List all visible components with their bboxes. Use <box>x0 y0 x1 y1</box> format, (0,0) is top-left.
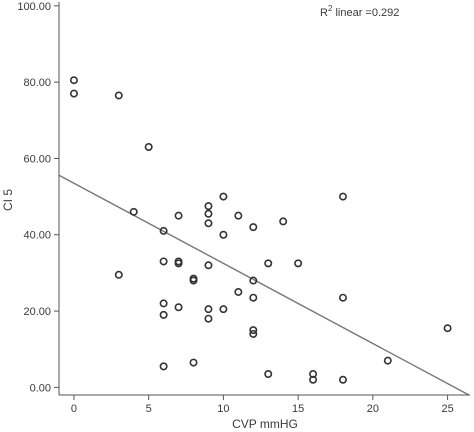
y-axis-ticks: 0.00 20.00 40.00 60.00 80.00 100.00 <box>17 1 59 394</box>
data-point <box>204 202 213 211</box>
data-point <box>234 287 243 296</box>
data-point <box>204 314 213 323</box>
data-point <box>174 303 183 312</box>
data-point <box>69 89 78 98</box>
x-tick-label: 5 <box>146 403 152 415</box>
data-point <box>383 356 392 365</box>
data-point <box>159 310 168 319</box>
x-tick-label: 15 <box>292 403 304 415</box>
data-point <box>219 305 228 314</box>
data-point <box>159 362 168 371</box>
x-axis-ticks: 0 5 10 15 20 25 <box>71 395 454 415</box>
data-point <box>144 142 153 151</box>
data-point <box>159 226 168 235</box>
data-point <box>338 375 347 384</box>
y-axis-title: CI 5 <box>1 189 15 211</box>
data-point <box>69 76 78 85</box>
data-point <box>174 211 183 220</box>
data-point <box>129 207 138 216</box>
data-point <box>204 209 213 218</box>
data-point <box>189 358 198 367</box>
data-point <box>204 305 213 314</box>
regression-line <box>58 174 470 396</box>
x-axis-title: CVP mmHG <box>232 417 298 431</box>
y-tick-label: 60.00 <box>23 153 51 165</box>
x-tick-label: 10 <box>217 403 229 415</box>
data-point <box>443 324 452 333</box>
y-tick-label: 20.00 <box>23 306 51 318</box>
data-point <box>338 293 347 302</box>
y-tick-label: 0.00 <box>30 382 51 394</box>
y-tick-label: 40.00 <box>23 230 51 242</box>
data-point <box>114 270 123 279</box>
data-point <box>159 257 168 266</box>
data-point <box>264 259 273 268</box>
data-point <box>189 276 198 285</box>
data-point <box>174 259 183 268</box>
data-point <box>114 91 123 100</box>
data-point <box>249 326 258 335</box>
data-point <box>159 299 168 308</box>
data-point <box>204 219 213 228</box>
y-tick-label: 80.00 <box>23 77 51 89</box>
data-point <box>279 217 288 226</box>
data-point <box>204 261 213 270</box>
plot-area <box>58 76 470 396</box>
r-squared-value: linear =0.292 <box>332 7 399 19</box>
r-squared-superscript: 2 <box>328 4 333 13</box>
r-squared-annotation: R2 linear =0.292 <box>320 4 399 19</box>
y-tick-label: 100.00 <box>17 1 51 13</box>
data-point <box>219 192 228 201</box>
x-tick-label: 25 <box>441 403 453 415</box>
data-point <box>234 211 243 220</box>
data-point <box>309 375 318 384</box>
data-point <box>219 230 228 239</box>
r-squared-prefix: R <box>320 7 328 19</box>
data-point <box>264 370 273 379</box>
x-tick-label: 0 <box>71 403 77 415</box>
x-tick-label: 20 <box>367 403 379 415</box>
data-point <box>249 276 258 285</box>
data-point <box>249 223 258 232</box>
data-point <box>249 293 258 302</box>
data-point <box>294 259 303 268</box>
data-point <box>249 329 258 338</box>
data-point <box>338 192 347 201</box>
